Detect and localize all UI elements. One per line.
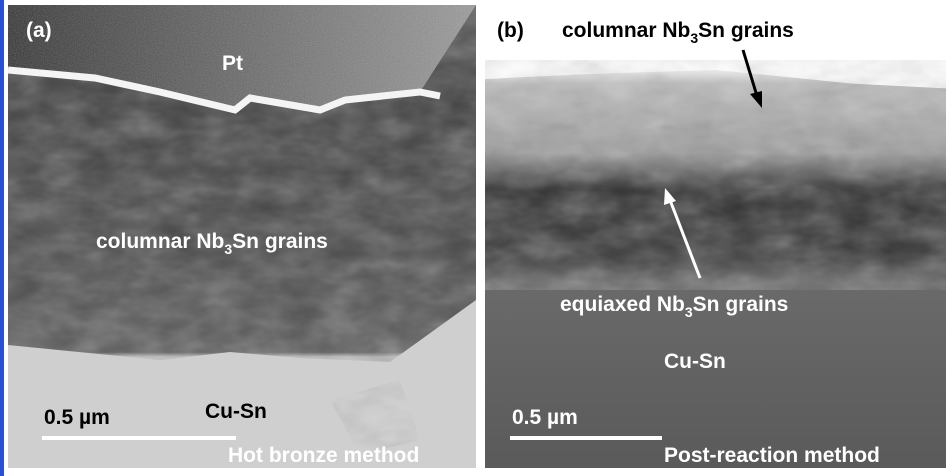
subscript: 3 bbox=[690, 30, 698, 46]
bottom-grain-label: equiaxed Nb3Sn grains bbox=[560, 293, 788, 320]
text: Sn grains bbox=[698, 19, 794, 42]
matrix-label: Cu-Sn bbox=[205, 400, 267, 423]
text: columnar Nb bbox=[96, 230, 224, 253]
text: Sn grains bbox=[232, 230, 328, 253]
subscript: 3 bbox=[685, 304, 693, 320]
edge bbox=[0, 0, 4, 476]
scale-label: 0.5 µm bbox=[44, 406, 110, 429]
panel-b: (b) columnar Nb3Sn grains equiaxed Nb3Sn… bbox=[485, 5, 946, 468]
method: Post-reaction method bbox=[664, 444, 880, 467]
pt-label: Pt bbox=[222, 52, 243, 75]
scale-label: 0.5 µm bbox=[512, 406, 578, 429]
panel-label: (b) bbox=[497, 19, 524, 42]
texture bbox=[485, 60, 946, 290]
method: Hot bronze method bbox=[228, 444, 419, 467]
figure: (a) Pt columnar Nb3Sn grains Cu-Sn 0.5 µ… bbox=[0, 0, 952, 476]
text: equiaxed Nb bbox=[560, 293, 685, 316]
text: Sn grains bbox=[693, 293, 789, 316]
panel-a: (a) Pt columnar Nb3Sn grains Cu-Sn 0.5 µ… bbox=[8, 5, 476, 468]
matrix-label: Cu-Sn bbox=[664, 350, 726, 373]
grain-label: columnar Nb3Sn grains bbox=[96, 230, 328, 257]
text: columnar Nb bbox=[562, 19, 690, 42]
panel-label: (a) bbox=[26, 19, 52, 42]
subscript: 3 bbox=[224, 241, 232, 257]
top-grain-label: columnar Nb3Sn grains bbox=[562, 19, 794, 46]
